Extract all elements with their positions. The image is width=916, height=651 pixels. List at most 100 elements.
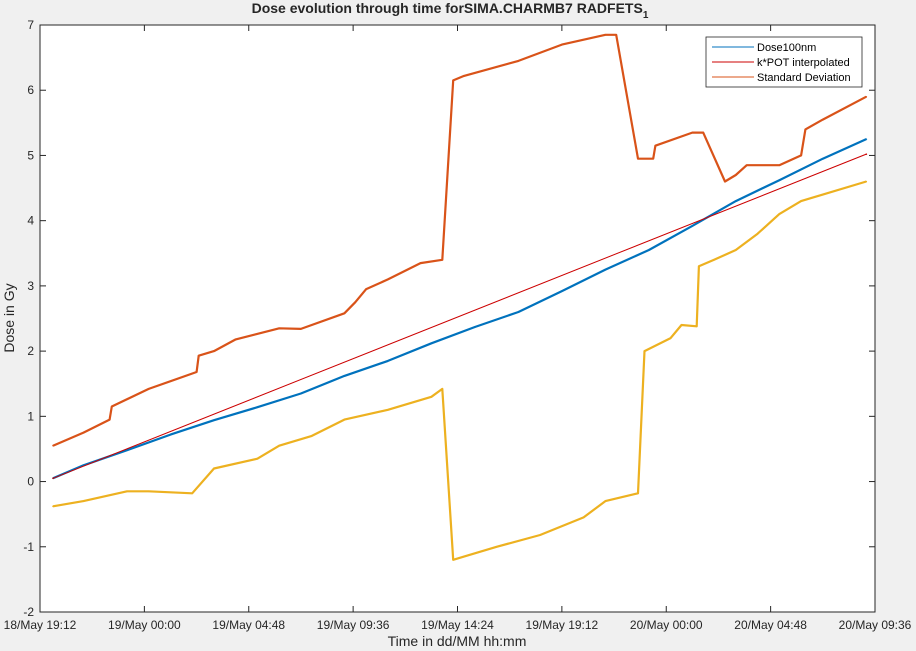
data-point-dose100nm-0: [735, 200, 737, 202]
data-point-standard-deviation-3: [865, 180, 868, 183]
data-point-standard-deviation-3: [311, 435, 313, 437]
data-point-dose100nm-0: [430, 342, 433, 345]
data-point-standard-deviation-3: [52, 505, 54, 508]
data-point-dose100nm-0: [213, 419, 215, 422]
plot-area: [39, 24, 876, 613]
data-point-standard-deviation-2: [745, 164, 748, 167]
data-point-dose100nm-0: [343, 375, 346, 377]
y-axis-label: Dose in Gy: [1, 283, 17, 352]
data-point-standard-deviation-3: [191, 492, 194, 495]
series-line-dose100nm-0: [52, 138, 867, 480]
data-point-standard-deviation-3: [582, 516, 585, 519]
data-point-standard-deviation-3: [604, 500, 607, 502]
y-tick-label: 2: [27, 344, 34, 358]
data-point-k-pot-interpolated-1: [865, 153, 868, 155]
data-point-standard-deviation-3: [735, 249, 737, 251]
data-point-standard-deviation-3: [278, 444, 280, 447]
chart-title: Dose evolution through time forSIMA.CHAR…: [252, 0, 649, 21]
data-point-standard-deviation-3: [698, 265, 700, 268]
data-point-standard-deviation-3: [126, 490, 128, 493]
x-tick-label: 19/May 14:24: [421, 618, 494, 632]
data-point-standard-deviation-2: [615, 33, 618, 36]
data-point-standard-deviation-3: [463, 555, 465, 558]
y-tick-label: 4: [27, 214, 34, 228]
y-axis: -2 -1 0 1 2 3 4 5 6 7: [23, 18, 875, 619]
data-point-standard-deviation-2: [234, 338, 237, 341]
legend-label-kpot: k*POT interpolated: [757, 57, 850, 69]
data-point-dose100nm-0: [822, 157, 824, 160]
data-point-standard-deviation-2: [52, 444, 54, 447]
data-point-standard-deviation-2: [637, 157, 639, 160]
data-point-dose100nm-0: [604, 268, 607, 271]
data-point-dose100nm-0: [387, 360, 389, 362]
x-tick-label: 20/May 00:00: [630, 618, 703, 632]
data-point-standard-deviation-2: [724, 180, 726, 183]
data-point-k-pot-interpolated-1: [52, 477, 54, 480]
data-point-dose100nm-0: [474, 326, 476, 328]
y-tick-label: 0: [27, 475, 34, 489]
x-tick-label: 19/May 09:36: [317, 618, 390, 632]
data-point-standard-deviation-2: [354, 301, 357, 303]
data-point-standard-deviation-3: [213, 467, 215, 470]
x-tick-label: 20/May 09:36: [839, 618, 912, 632]
data-point-standard-deviation-3: [256, 457, 259, 460]
y-tick-label: -2: [23, 605, 34, 619]
data-point-dose100nm-0: [648, 249, 650, 251]
data-point-standard-deviation-3: [713, 259, 715, 261]
data-point-standard-deviation-3: [147, 490, 150, 493]
data-point-standard-deviation-2: [343, 312, 346, 315]
data-point-standard-deviation-2: [452, 79, 454, 82]
data-point-standard-deviation-3: [778, 213, 781, 215]
data-point-standard-deviation-3: [539, 534, 541, 536]
data-point-standard-deviation-2: [110, 405, 113, 408]
x-tick-label: 19/May 19:12: [526, 618, 599, 632]
y-tick-label: 5: [27, 148, 34, 162]
data-point-standard-deviation-2: [387, 278, 389, 281]
data-point-standard-deviation-3: [822, 193, 824, 196]
data-point-standard-deviation-2: [652, 157, 655, 160]
data-point-standard-deviation-3: [82, 500, 85, 502]
y-tick-label: -1: [23, 540, 34, 554]
data-point-standard-deviation-2: [561, 43, 563, 46]
data-point-standard-deviation-2: [213, 350, 215, 352]
data-point-standard-deviation-2: [800, 154, 802, 157]
data-point-standard-deviation-2: [735, 174, 737, 176]
data-point-standard-deviation-3: [452, 559, 454, 561]
legend: Dose100nm k*POT interpolated Standard De…: [705, 36, 863, 88]
data-point-dose100nm-0: [561, 290, 563, 292]
data-point-standard-deviation-2: [463, 75, 465, 77]
x-tick-label: 20/May 04:48: [734, 618, 807, 632]
data-point-standard-deviation-3: [680, 324, 683, 326]
data-point-standard-deviation-2: [278, 327, 280, 330]
data-point-dose100nm-0: [691, 225, 694, 227]
y-tick-label: 1: [27, 409, 34, 423]
x-tick-label: 19/May 00:00: [108, 618, 181, 632]
data-point-dose100nm-0: [865, 138, 868, 140]
data-point-standard-deviation-3: [643, 350, 646, 352]
data-point-standard-deviation-2: [604, 33, 607, 36]
chart-title-subscript: 1: [643, 10, 649, 21]
data-point-standard-deviation-2: [195, 371, 198, 373]
x-tick-label: 18/May 19:12: [4, 618, 77, 632]
data-point-dose100nm-0: [300, 392, 302, 395]
data-point-standard-deviation-3: [343, 418, 346, 421]
data-point-standard-deviation-3: [637, 492, 639, 495]
series-line-standard-deviation-2: [52, 33, 867, 447]
data-point-dose100nm-0: [517, 311, 520, 313]
data-point-standard-deviation-2: [197, 354, 200, 357]
data-point-standard-deviation-2: [691, 131, 694, 134]
chart-title-main: Dose evolution through time forSIMA.CHAR…: [252, 0, 643, 16]
x-axis-label: Time in dd/MM hh:mm: [388, 633, 527, 649]
data-point-standard-deviation-3: [800, 200, 802, 202]
data-point-standard-deviation-3: [441, 388, 444, 390]
data-point-standard-deviation-2: [654, 144, 657, 147]
data-point-standard-deviation-3: [387, 409, 389, 411]
series-line-k-pot-interpolated-1: [52, 153, 867, 479]
data-point-standard-deviation-3: [695, 325, 698, 328]
data-point-dose100nm-0: [126, 449, 128, 452]
legend-label-std: Standard Deviation: [757, 72, 851, 84]
data-point-standard-deviation-2: [804, 128, 807, 131]
data-point-standard-deviation-2: [517, 60, 520, 62]
data-point-standard-deviation-2: [822, 118, 824, 121]
